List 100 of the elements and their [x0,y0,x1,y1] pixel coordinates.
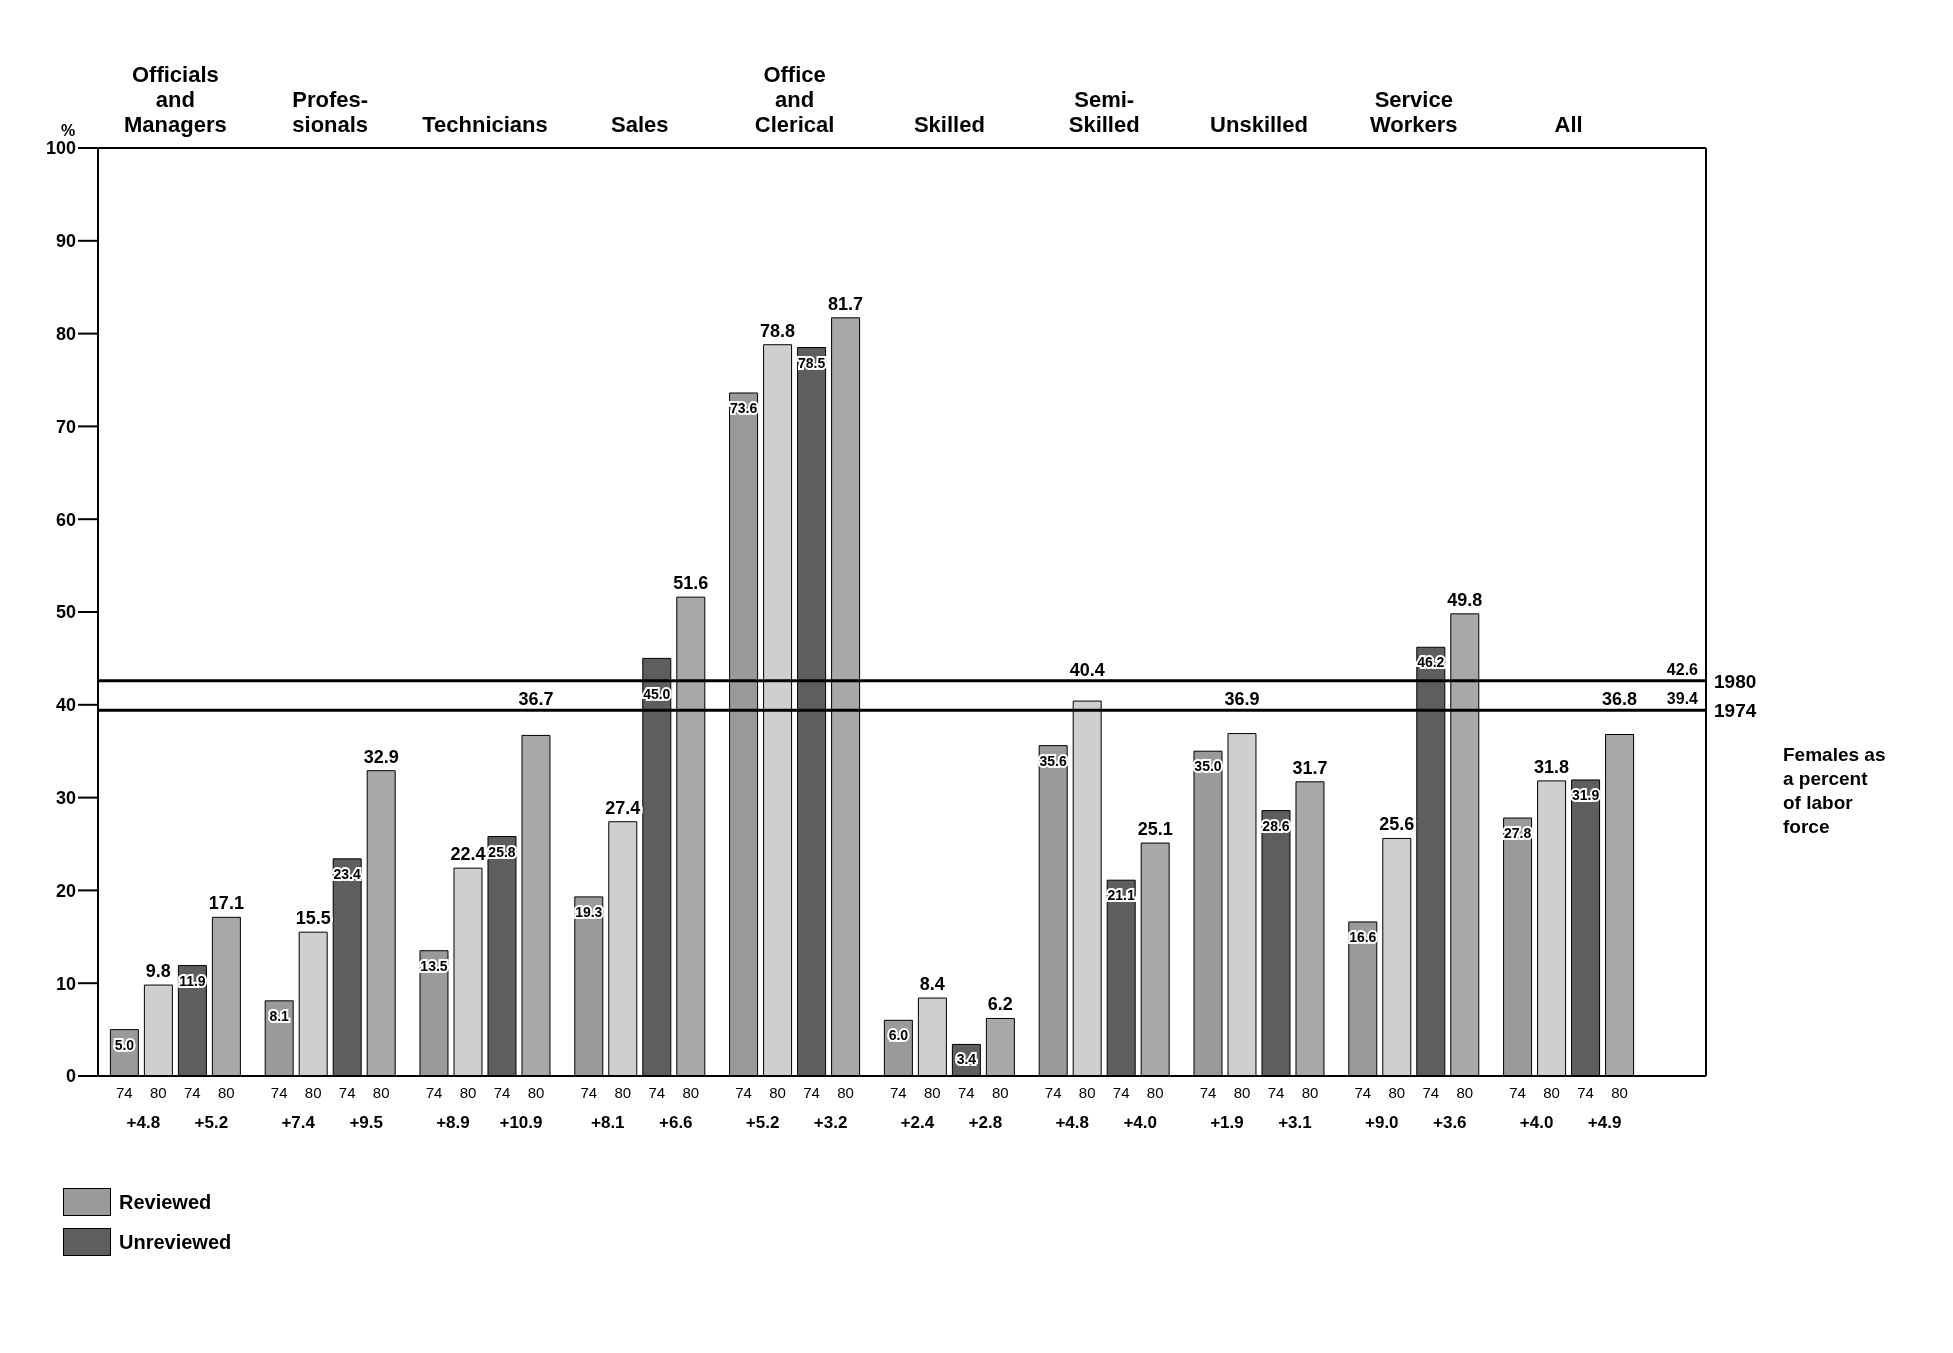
text: 80 [1543,1084,1560,1101]
text: 80 [150,1084,167,1101]
text: +8.9 [436,1113,470,1132]
y-tick-label: 10 [55,973,76,994]
data-label: 36.8 [1602,689,1638,710]
text: +3.2 [813,1113,848,1132]
data-label: 13.5 [420,957,448,974]
text: 74 [1199,1084,1217,1101]
data-label: 8.1 [269,1007,290,1024]
text: +4.0 [1519,1113,1554,1132]
y-tick-label: 60 [55,509,76,530]
x-tick-label: Profes- sionals [292,87,369,137]
data-label: 73.6 [729,399,758,416]
text: +8.1 [591,1113,625,1132]
data-label: 8.4 [919,974,945,995]
y-tick-label: 70 [55,416,76,437]
text: +9.5 [349,1113,383,1132]
data-label: 23.4 [333,865,362,882]
data-label: 17.1 [208,893,244,914]
y-tick-label: 40 [55,695,76,716]
text: 80 [837,1084,854,1101]
text: 74 [425,1084,443,1101]
data-label: 16.6 [1349,928,1377,945]
text: 74 [648,1084,666,1101]
y-tick-label: 100 [45,138,76,159]
data-label: 27.8 [1503,825,1532,842]
data-label: 5.0 [114,1036,135,1053]
data-label: 19.3 [575,903,603,920]
text: +2.4 [900,1113,935,1132]
text: 74 [1044,1084,1062,1101]
text: +3.6 [1433,1113,1467,1132]
data-label: 22.4 [450,844,486,865]
data-label: 21.1 [1107,887,1136,904]
data-label: 25.8 [488,843,516,860]
text: +4.8 [1055,1113,1089,1132]
data-label: 49.8 [1447,589,1483,610]
text: +4.0 [1123,1113,1157,1132]
text: +4.9 [1587,1113,1622,1132]
data-label: 6.2 [987,994,1013,1015]
text: 74 [184,1084,201,1101]
text: 1980 [1714,670,1757,692]
text: 80 [682,1084,700,1101]
data-label: 81.7 [828,293,864,314]
text: 1974 [1714,700,1757,722]
x-tick-label: Unskilled [1210,112,1308,137]
data-label: 28.6 [1262,817,1290,834]
x-tick-label: Office and Clerical [754,62,835,137]
text: 80 [769,1084,786,1101]
text: +5.2 [745,1113,780,1132]
text: +6.6 [659,1113,693,1132]
data-label: 35.0 [1194,758,1222,775]
text: 80 [1233,1084,1251,1101]
text: 80 [1611,1084,1628,1101]
text: 74 [1267,1084,1285,1101]
x-tick-label: Service Workers [1369,87,1458,137]
y-tick-label: 0 [65,1066,76,1087]
text: 80 [614,1084,632,1101]
text: 74 [1354,1084,1372,1101]
text: +1.9 [1210,1113,1244,1132]
data-label: 36.9 [1224,689,1260,710]
x-tick-label: Semi- Skilled [1068,87,1140,137]
data-label: 31.7 [1292,757,1328,778]
text: +5.2 [194,1113,229,1132]
x-tick-label: Sales [611,112,669,137]
text: +3.1 [1278,1113,1312,1132]
text: +4.8 [126,1113,161,1132]
y-tick-label: 50 [55,602,76,623]
ref-line-label: 39.4 [1666,690,1699,708]
text: 74 [493,1084,511,1101]
data-label: 36.7 [518,689,554,710]
text: 74 [270,1084,288,1101]
text: 80 [372,1084,390,1101]
y-tick-label: 20 [55,880,76,901]
data-label: 46.2 [1417,654,1445,671]
text: 80 [1078,1084,1096,1101]
text: 80 [1301,1084,1319,1101]
text: 80 [924,1084,941,1101]
text: 80 [527,1084,545,1101]
text: 80 [304,1084,322,1101]
text: 74 [580,1084,598,1101]
text: 80 [218,1084,235,1101]
text: 74 [1422,1084,1440,1101]
data-label: 9.8 [145,961,171,982]
data-label: 40.4 [1069,659,1105,680]
text: +9.0 [1365,1113,1399,1132]
text: +7.4 [281,1113,316,1132]
data-label: 78.8 [760,320,796,341]
text: 74 [890,1084,907,1101]
side-note: Females as a percent of labor force [1783,743,1886,839]
data-label: 25.1 [1137,819,1173,840]
text: 74 [958,1084,975,1101]
data-label: 31.8 [1534,756,1570,777]
data-label: 78.5 [797,354,826,371]
y-tick-label: 30 [55,787,76,808]
data-label: 3.4 [956,1051,977,1068]
y-tick-label: 80 [55,323,76,344]
x-tick-label: Technicians [422,112,548,137]
text: 74 [803,1084,820,1101]
text: 80 [1146,1084,1164,1101]
data-label: 11.9 [179,972,206,989]
